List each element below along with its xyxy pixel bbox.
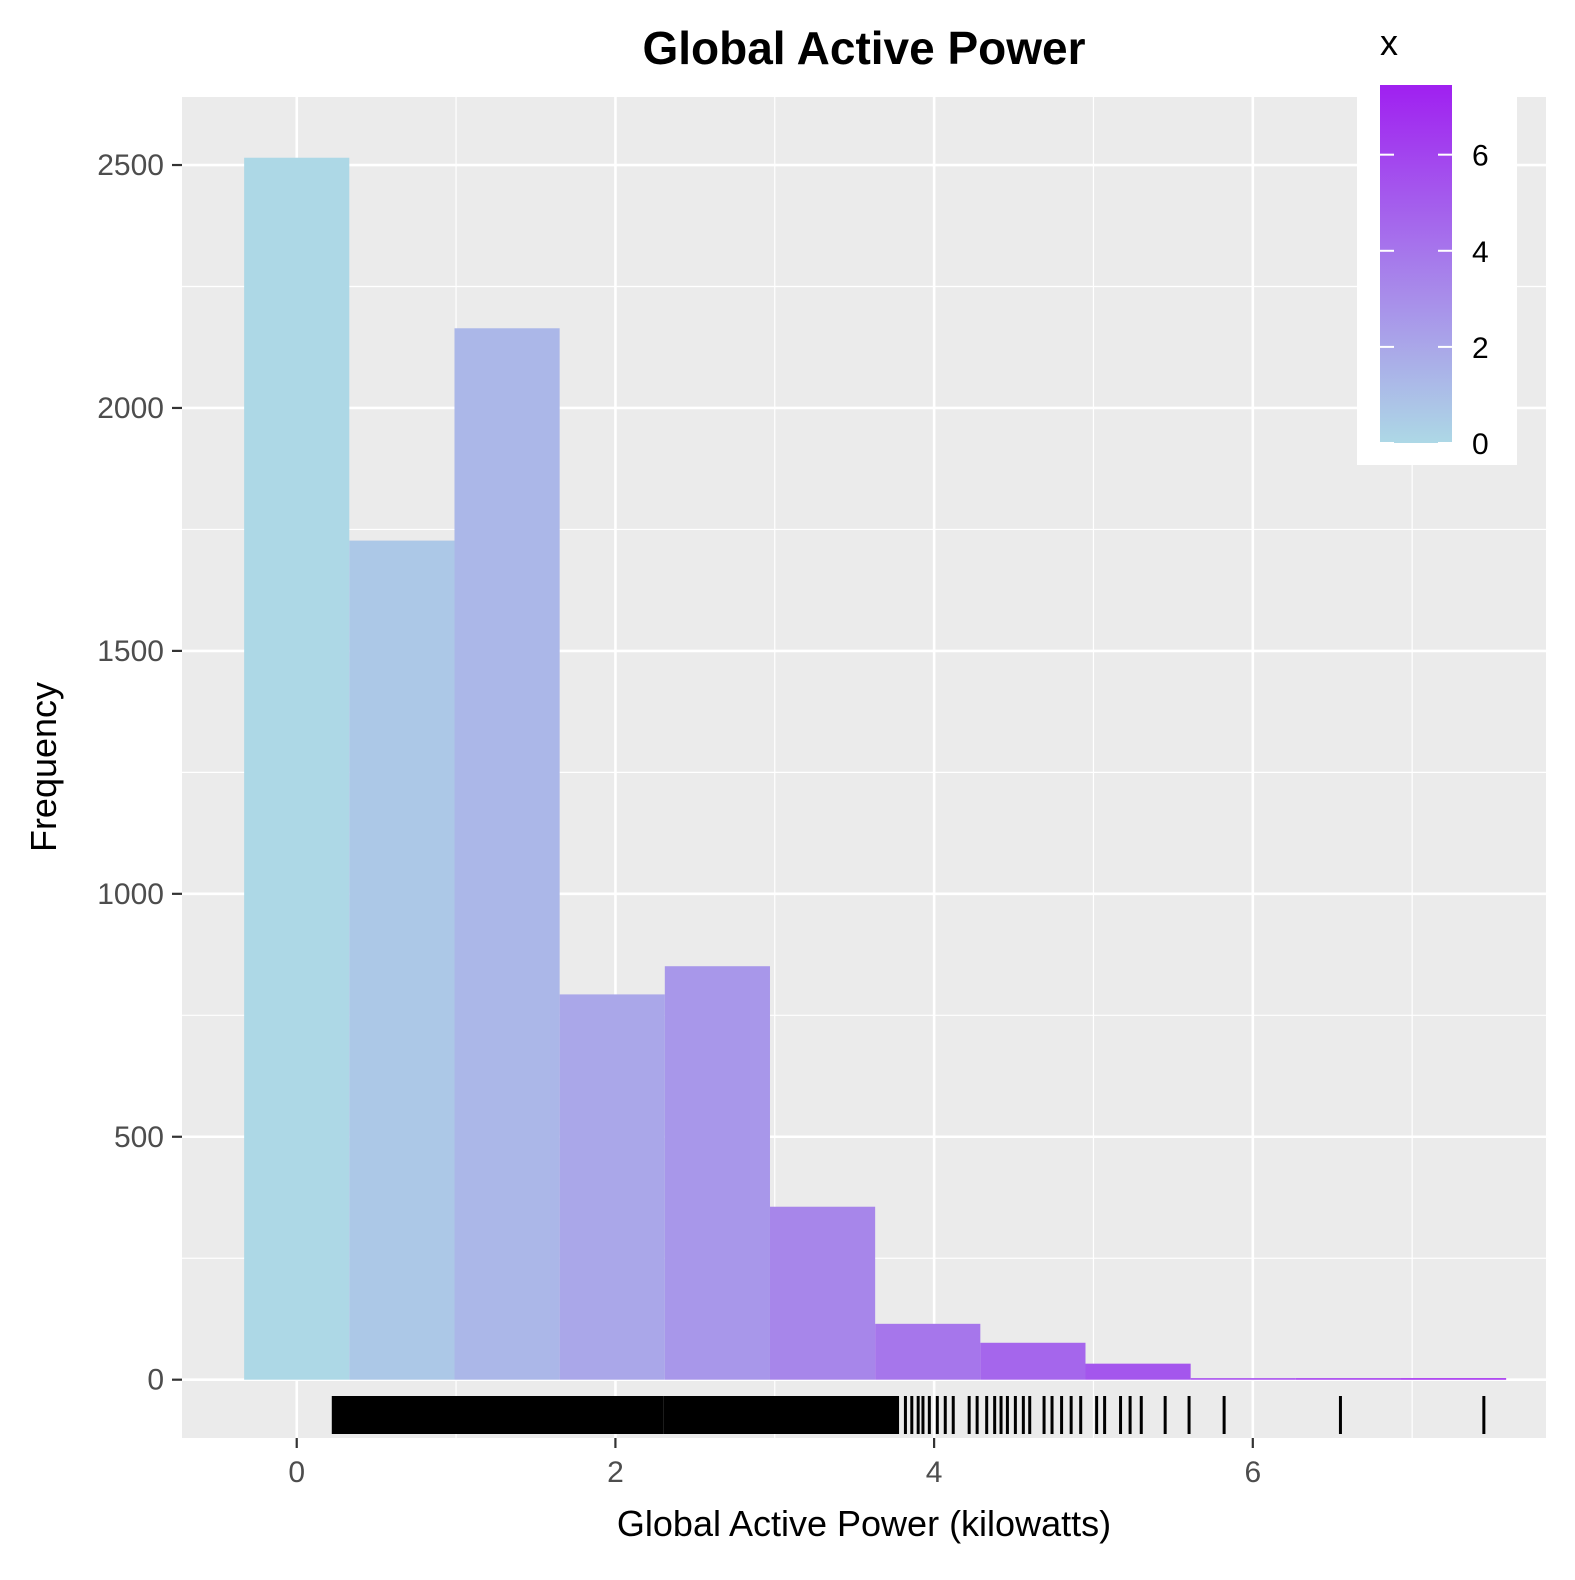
y-tick-label: 0 xyxy=(147,1364,164,1397)
y-tick-label: 2000 xyxy=(97,392,164,425)
histogram-bar xyxy=(1085,1363,1191,1380)
x-tick-label: 6 xyxy=(1244,1456,1261,1489)
x-tick-label: 0 xyxy=(288,1456,305,1489)
histogram-bar xyxy=(769,1206,876,1380)
x-tick-label: 2 xyxy=(607,1456,624,1489)
legend-tick-label: 0 xyxy=(1472,428,1489,461)
y-axis-title: Frequency xyxy=(23,682,64,852)
histogram-bar xyxy=(875,1323,981,1380)
y-tick-label: 2500 xyxy=(97,149,164,182)
rug-dense-block xyxy=(331,1396,664,1434)
x-axis-title: Global Active Power (kilowatts) xyxy=(617,1503,1111,1544)
y-tick-label: 1000 xyxy=(97,878,164,911)
rug-marks xyxy=(331,1396,1486,1434)
histogram-bar xyxy=(664,966,770,1380)
histogram-bar xyxy=(559,994,665,1380)
chart-title: Global Active Power xyxy=(642,22,1085,74)
legend-title: x xyxy=(1380,22,1398,63)
legend-tick-label: 4 xyxy=(1472,236,1489,269)
rug-dense-block xyxy=(663,1396,900,1434)
y-tick-label: 500 xyxy=(114,1121,164,1154)
histogram-bar xyxy=(1190,1378,1296,1380)
histogram-bars xyxy=(244,157,1507,1380)
legend-ticks: 0 2 4 6 xyxy=(1380,140,1489,461)
legend-tick-label: 6 xyxy=(1472,140,1489,173)
color-legend: x 0 2 4 6 xyxy=(1357,22,1517,465)
histogram-bar xyxy=(244,157,350,1380)
legend-colorbar xyxy=(1380,85,1452,443)
y-tick-label: 1500 xyxy=(97,635,164,668)
legend-tick-label: 2 xyxy=(1472,332,1489,365)
histogram-bar xyxy=(454,328,560,1380)
histogram-bar xyxy=(1295,1378,1401,1380)
x-tick-label: 4 xyxy=(926,1456,943,1489)
histogram-bar xyxy=(980,1342,1086,1380)
histogram-bar xyxy=(349,540,455,1380)
histogram-bar xyxy=(1400,1378,1507,1380)
axes: 0 500 1000 1500 2000 2500 0 2 4 6 xyxy=(97,149,1261,1489)
